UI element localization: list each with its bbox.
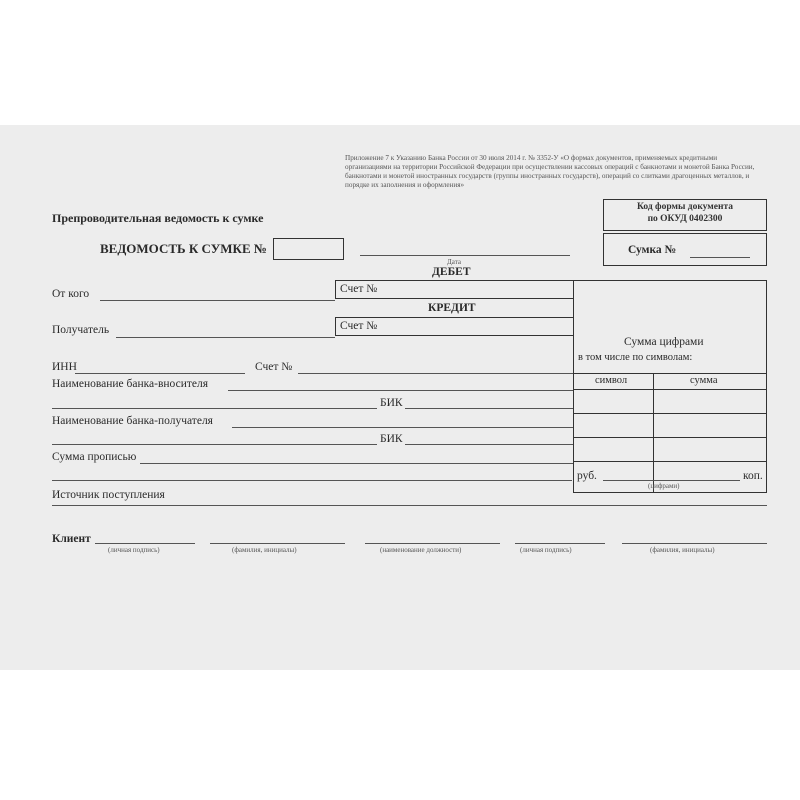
form-sheet — [0, 125, 800, 670]
depositor-bank-field[interactable] — [228, 390, 573, 391]
signature-field-2[interactable] — [515, 543, 605, 544]
account-label: Счет № — [255, 361, 293, 373]
caption-signature: (личная подпись) — [108, 546, 160, 554]
sum-box — [573, 280, 767, 493]
recipient-bank-field[interactable] — [232, 427, 573, 428]
symbols-row[interactable] — [573, 461, 767, 462]
debit-account-label: Счет № — [340, 283, 378, 295]
rub-label: руб. — [577, 470, 597, 482]
kop-label: коп. — [743, 470, 763, 482]
sum-col-header: сумма — [690, 375, 718, 386]
caption-signature-2: (личная подпись) — [520, 546, 572, 554]
depositor-bank-field-2[interactable] — [52, 408, 377, 409]
inn-label: ИНН — [52, 361, 77, 373]
caption-name: (фамилия, инициалы) — [232, 546, 297, 554]
inn-field[interactable] — [75, 373, 245, 374]
recipient-bank-field-2[interactable] — [52, 444, 377, 445]
from-field[interactable] — [100, 300, 335, 301]
source-label: Источник поступления — [52, 489, 165, 501]
symbols-row[interactable] — [573, 413, 767, 414]
date-caption: Дата — [447, 258, 461, 266]
from-label: От кого — [52, 288, 90, 300]
account-field[interactable] — [298, 373, 573, 374]
bag-box — [603, 233, 767, 266]
bag-number-field[interactable] — [690, 257, 750, 258]
client-name-field[interactable] — [210, 543, 345, 544]
sum-digits-label: Сумма цифрами — [624, 336, 704, 348]
recipient-bank-label: Наименование банка-получателя — [52, 415, 213, 427]
name-field-2[interactable] — [622, 543, 767, 544]
symbols-row[interactable] — [573, 437, 767, 438]
symbols-header-top — [573, 373, 767, 374]
caption-position: (наименование должности) — [380, 546, 462, 554]
symbols-col-divider — [653, 373, 654, 493]
credit-label: КРЕДИТ — [428, 302, 476, 314]
position-field[interactable] — [365, 543, 500, 544]
sum-words-field[interactable] — [140, 463, 573, 464]
form-code-line1: Код формы документа — [636, 202, 733, 212]
bag-label: Сумка № — [628, 244, 677, 256]
debit-label: ДЕБЕТ — [432, 266, 471, 278]
form-title: Препроводительная ведомость к сумке — [52, 211, 264, 225]
symbol-col-header: символ — [595, 375, 628, 386]
sum-words-field-2[interactable] — [52, 480, 572, 481]
depositor-bik-field[interactable] — [405, 408, 573, 409]
statement-label: ВЕДОМОСТЬ К СУМКЕ № — [100, 241, 267, 256]
form-code-box — [603, 199, 767, 231]
recipient-field[interactable] — [116, 337, 335, 338]
client-label: Клиент — [52, 533, 91, 545]
kop-field[interactable] — [603, 480, 740, 481]
recipient-bik-label: БИК — [380, 433, 403, 445]
recipient-bik-field[interactable] — [405, 444, 573, 445]
header-note: Приложение 7 к Указанию Банка России от … — [345, 154, 755, 189]
date-field[interactable] — [360, 255, 570, 256]
depositor-bik-label: БИК — [380, 397, 403, 409]
form-code-line2: по ОКУД 0402300 — [647, 214, 723, 224]
credit-account-label: Счет № — [340, 320, 378, 332]
source-field[interactable] — [52, 505, 767, 506]
symbols-row[interactable] — [573, 389, 767, 390]
sum-words-label: Сумма прописью — [52, 451, 137, 463]
client-signature-field[interactable] — [95, 543, 195, 544]
caption-name-2: (фамилия, инициалы) — [650, 546, 715, 554]
depositor-bank-label: Наименование банка-вносителя — [52, 378, 209, 390]
digits-caption: (цифрами) — [648, 482, 680, 490]
by-symbols-label: в том числе по символам: — [578, 352, 693, 363]
recipient-label: Получатель — [52, 324, 110, 336]
statement-number-field[interactable] — [273, 238, 344, 260]
